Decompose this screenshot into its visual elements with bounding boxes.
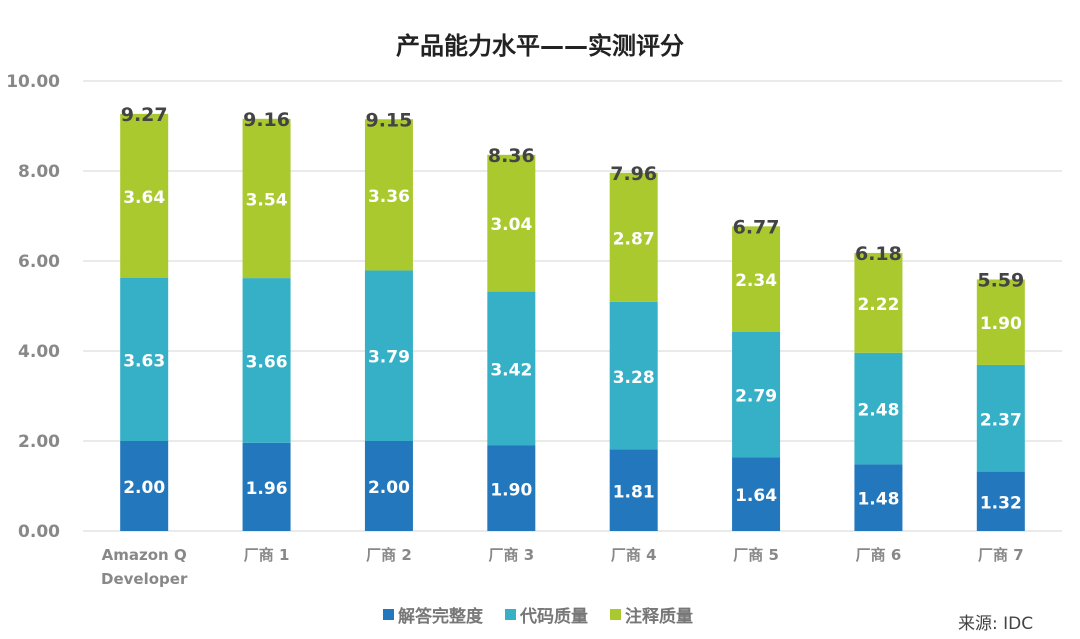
total-label: 6.77 <box>733 216 780 238</box>
x-tick-label: 厂商 3 <box>488 546 534 564</box>
bar-segment <box>120 277 169 441</box>
data-label: 3.36 <box>368 187 410 207</box>
data-label: 3.54 <box>246 190 288 210</box>
bar-segment <box>609 172 658 302</box>
data-label: 1.90 <box>490 480 532 500</box>
data-label: 3.79 <box>368 348 410 368</box>
y-tick-label: 2.00 <box>18 432 60 452</box>
legend-label: 注释质量 <box>625 607 693 627</box>
bar-segment <box>120 113 169 278</box>
x-tick-label: 厂商 6 <box>856 546 902 564</box>
legend-swatch <box>505 609 516 620</box>
x-tick-label: Developer <box>101 570 188 588</box>
data-label: 1.81 <box>613 482 655 502</box>
bar-segment <box>364 270 413 441</box>
data-label: 2.22 <box>857 295 899 315</box>
data-label: 3.42 <box>490 361 532 381</box>
bar-segment <box>854 252 903 353</box>
y-tick-label: 6.00 <box>18 252 60 272</box>
bar-segment <box>487 291 536 446</box>
total-label: 9.15 <box>365 109 412 131</box>
data-label: 1.48 <box>857 490 899 510</box>
data-label: 2.48 <box>857 401 899 421</box>
data-label: 2.34 <box>735 271 777 291</box>
bar-segment <box>364 441 413 531</box>
data-label: 3.63 <box>123 351 165 371</box>
data-label: 3.66 <box>246 352 288 372</box>
total-label: 9.16 <box>243 109 290 131</box>
bar-segment <box>487 154 536 292</box>
y-tick-label: 10.00 <box>6 72 60 92</box>
bar-segment <box>854 464 903 531</box>
bar-segment <box>732 331 781 458</box>
source-note: 来源: IDC <box>958 614 1034 634</box>
y-tick-label: 8.00 <box>18 162 60 182</box>
bar-segment <box>120 441 169 531</box>
legend-label: 代码质量 <box>520 607 588 627</box>
legend-label: 解答完整度 <box>398 607 483 627</box>
y-tick-label: 0.00 <box>18 522 60 542</box>
total-label: 9.27 <box>121 104 168 126</box>
x-tick-label: 厂商 5 <box>733 546 779 564</box>
y-tick-label: 4.00 <box>18 342 60 362</box>
data-label: 3.04 <box>490 215 532 235</box>
total-label: 6.18 <box>855 243 902 265</box>
x-tick-label: 厂商 4 <box>611 546 657 564</box>
total-label: 7.96 <box>610 163 657 185</box>
legend-swatch <box>383 609 394 620</box>
chart-title: 产品能力水平——实测评分 <box>396 32 684 60</box>
x-tick-label: 厂商 1 <box>244 546 290 564</box>
bar-segment <box>976 279 1025 365</box>
data-label: 2.79 <box>735 386 777 406</box>
legend-item: 代码质量 <box>505 602 588 627</box>
data-label: 3.64 <box>123 188 165 208</box>
total-label: 5.59 <box>977 269 1024 291</box>
bar-segment <box>609 301 658 450</box>
legend-swatch <box>610 609 621 620</box>
x-tick-label: 厂商 2 <box>366 546 412 564</box>
bar-segment <box>242 442 291 531</box>
bar-segment <box>242 278 291 443</box>
data-label: 1.64 <box>735 486 777 506</box>
data-label: 2.00 <box>368 478 410 498</box>
data-label: 2.00 <box>123 478 165 498</box>
bar-segment <box>732 226 781 332</box>
bar-segment <box>976 364 1025 472</box>
bar-segment <box>732 457 781 531</box>
bar-segment <box>609 449 658 531</box>
data-label: 2.87 <box>613 229 655 249</box>
data-label: 2.37 <box>980 410 1022 430</box>
x-tick-label: Amazon Q <box>102 546 187 564</box>
data-label: 3.28 <box>613 368 655 388</box>
legend-item: 注释质量 <box>610 602 693 627</box>
bar-segment <box>364 119 413 271</box>
data-label: 1.96 <box>246 479 288 499</box>
bar-segment <box>242 118 291 279</box>
total-label: 8.36 <box>488 145 535 167</box>
data-label: 1.90 <box>980 314 1022 334</box>
bar-segment <box>854 352 903 465</box>
legend-item: 解答完整度 <box>383 602 483 627</box>
bar-segment <box>487 445 536 531</box>
bar-segment <box>976 471 1025 531</box>
data-label: 1.32 <box>980 493 1022 513</box>
x-tick-label: 厂商 7 <box>978 546 1024 564</box>
legend: 解答完整度 代码质量 注释质量 <box>383 602 693 627</box>
